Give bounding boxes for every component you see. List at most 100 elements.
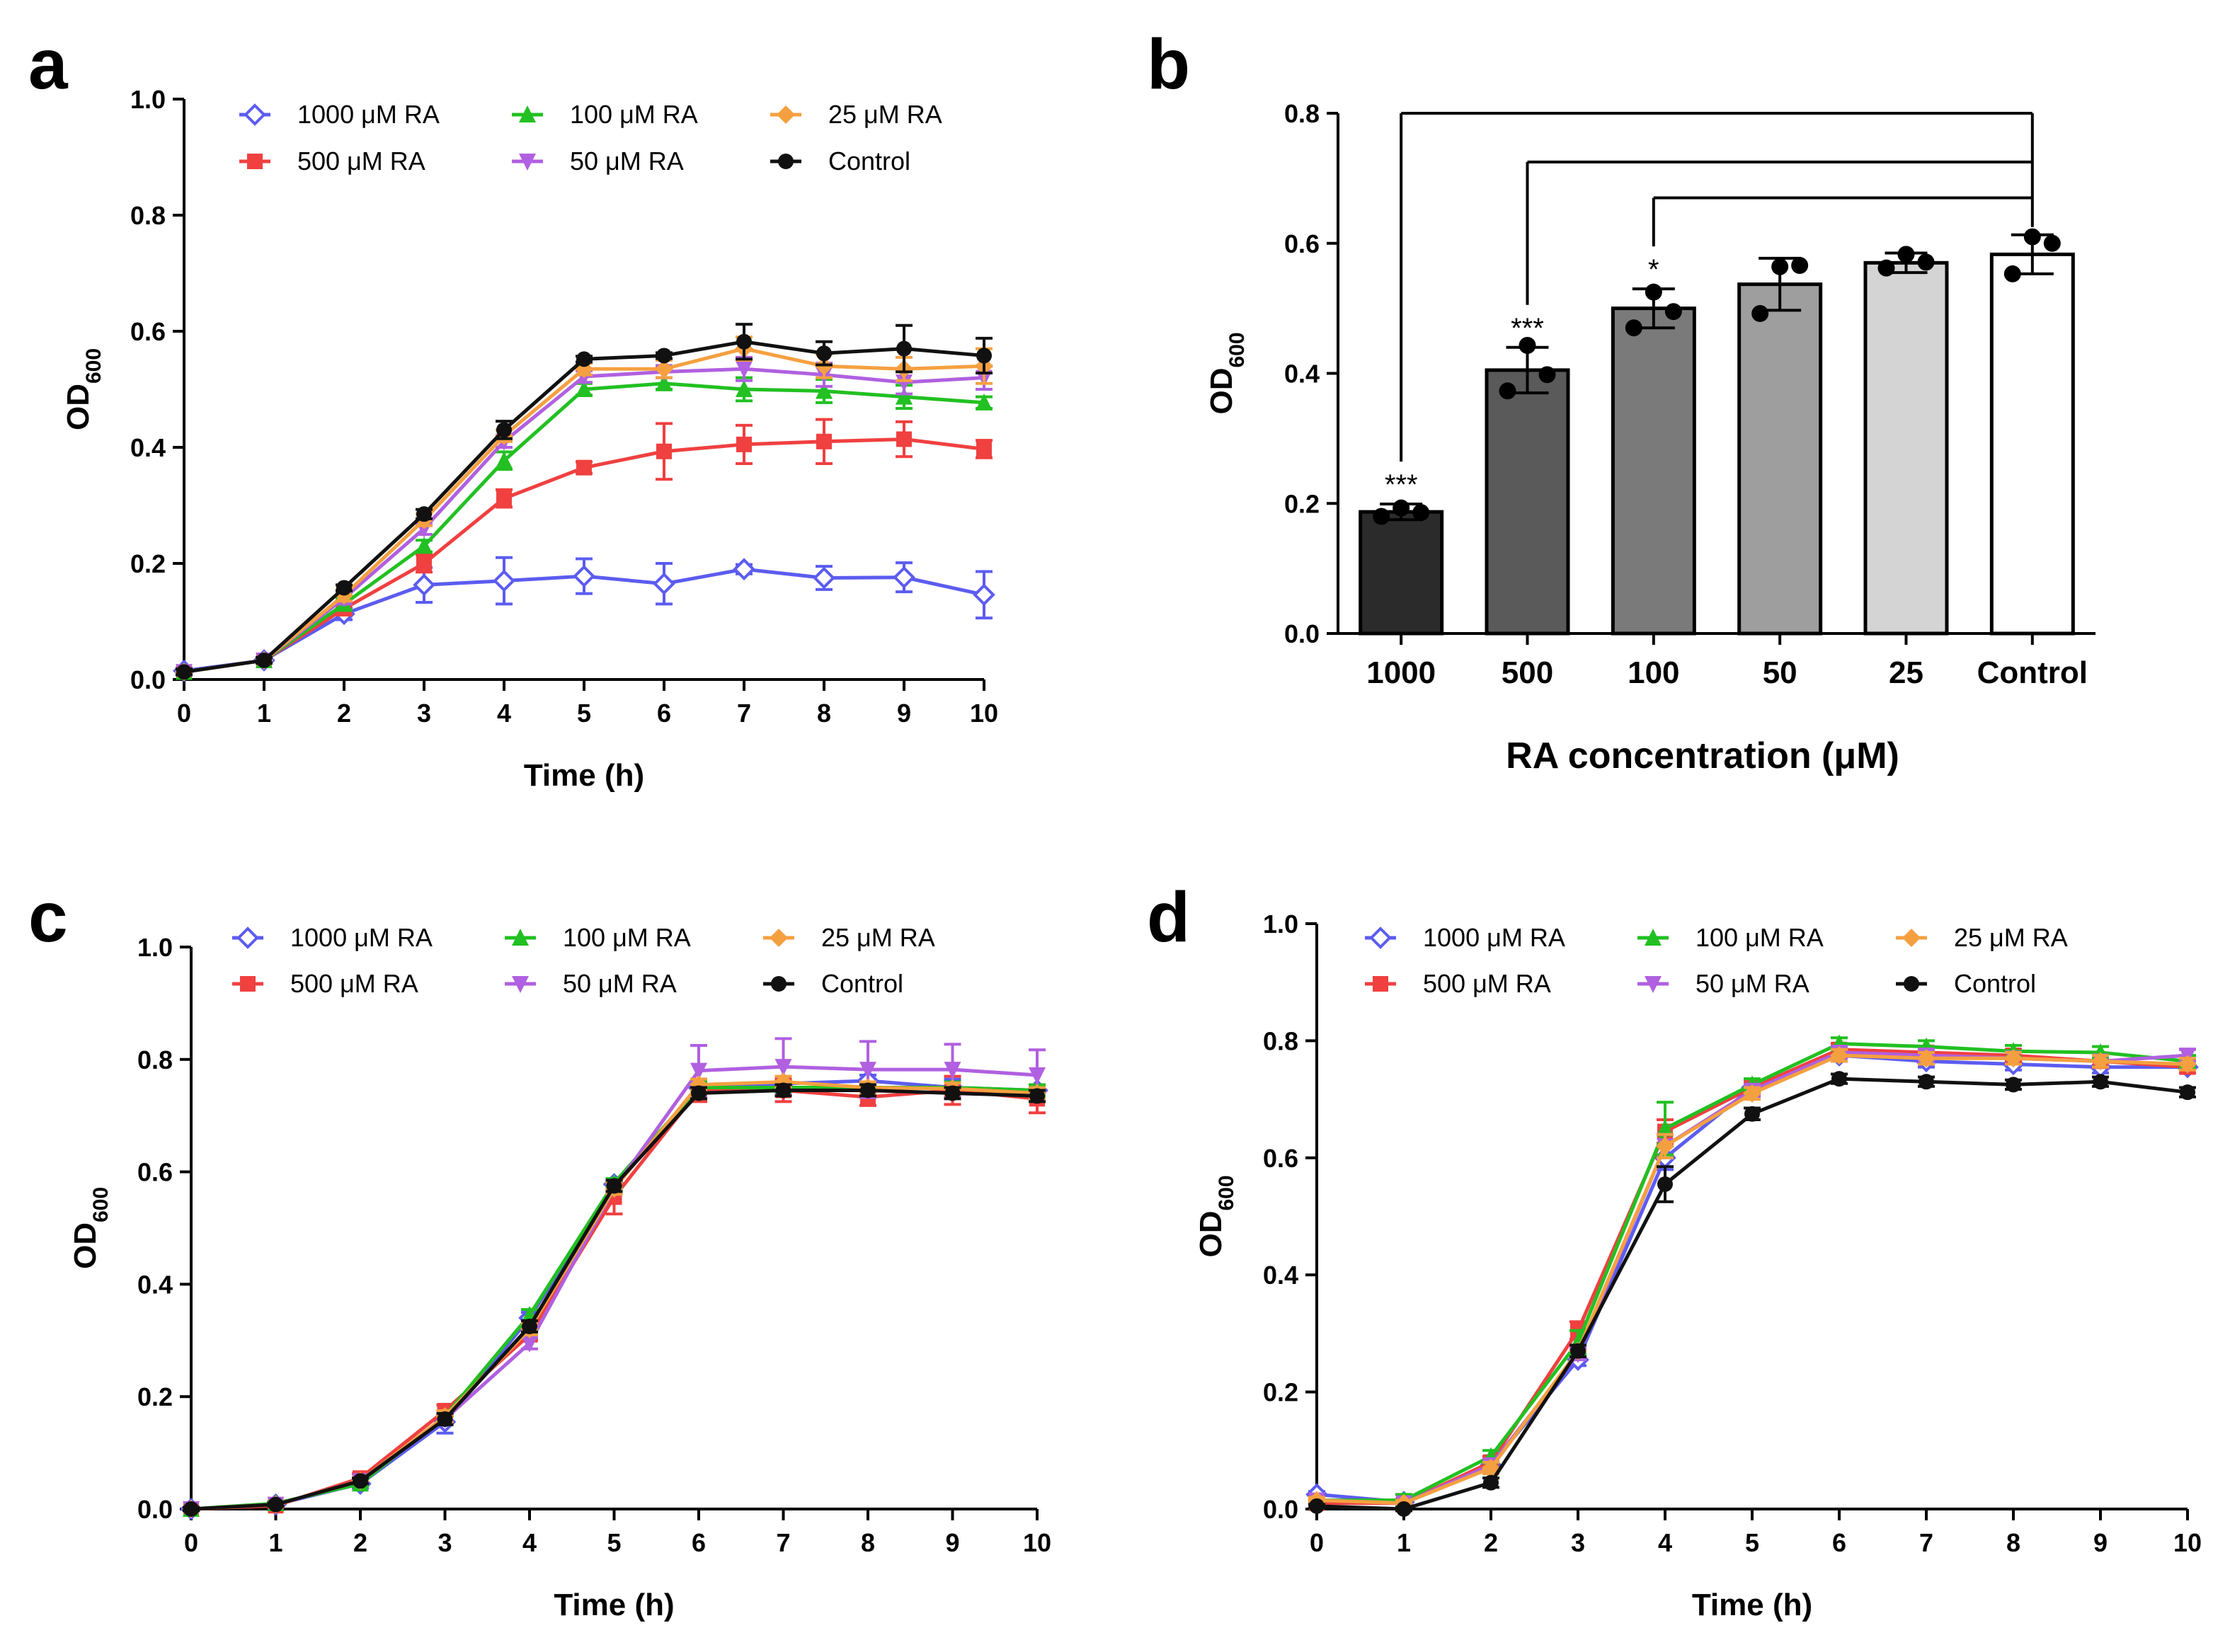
data-point [416,506,432,522]
legend-marker [1902,929,1921,947]
legend-marker [512,976,529,993]
x-tick-label: 25 [1889,655,1923,690]
data-point [493,569,515,592]
data-point [944,1085,961,1101]
replicate-point [1625,319,1642,337]
legend-marker [247,154,263,169]
series-line [1316,1053,2188,1504]
data-point [256,652,272,668]
legend-label: 50 μM RA [1696,969,1809,998]
legend-label: 50 μM RA [563,969,677,998]
x-tick-label: 10 [2173,1528,2202,1557]
y-tick-label: 1.0 [130,85,166,114]
y-axis-title: OD600 [1204,332,1249,414]
panel-d: d 0.0 0.2 0.4 0.6 0.8 1.0 0 1 2 3 4 5 6 7 8 9 10 Time (h) O… [1147,878,2202,1622]
data-point [656,348,672,364]
x-tick-label: 5 [607,1528,621,1557]
y-axis-title-main: OD [1194,1211,1228,1258]
replicate-point [2003,265,2021,282]
data-point [774,1059,792,1077]
data-point [976,348,992,364]
x-tick-label: 500 [1502,655,1553,690]
x-tick-label: 50 [1763,655,1797,690]
panel-a-letter: a [28,25,69,104]
replicate-point [1897,246,1915,263]
legend-marker [770,929,788,947]
data-point [576,351,592,367]
data-point [573,565,595,587]
x-tick-label: 4 [497,699,511,728]
data-point [1029,1088,1045,1104]
replicate-point [1664,303,1682,321]
data-point [1831,1071,1847,1087]
y-tick-label: 0.8 [1284,99,1320,128]
panel-c-letter: c [28,878,68,957]
data-point [1657,1119,1674,1137]
replicate-point [1751,304,1769,322]
data-point [775,1082,791,1099]
legend-marker [777,105,795,124]
bar [1359,510,1444,636]
replicate-point [1645,283,1662,301]
x-tick-label: 8 [861,1528,875,1557]
data-point [896,340,912,357]
data-point [2180,1084,2195,1101]
legend-label: 50 μM RA [570,147,684,176]
y-tick-label: 0.4 [137,1270,173,1299]
replicate-point [1393,499,1410,517]
data-point [1917,1049,1935,1068]
data-point [896,374,913,392]
legend-marker [1904,976,1919,992]
data-point [1309,1498,1325,1514]
series-1 [183,1074,1046,1517]
data-point [736,436,752,452]
x-tick-label: 100 [1628,655,1679,690]
replicate-point [1538,366,1556,384]
x-tick-label: 1000 [1366,655,1436,690]
data-point [1657,1176,1673,1193]
legend-label: 100 μM RA [570,100,698,129]
series-line [190,1080,1038,1511]
series-2 [183,1078,1046,1517]
y-tick-label: 0.8 [1263,1026,1298,1055]
data-point [1830,1046,1848,1065]
x-tick-label: 8 [2006,1528,2020,1557]
data-point [859,1062,876,1079]
data-point [496,451,513,469]
y-axis-title: OD600 [1194,1175,1238,1257]
legend: 1000 μM RA 500 μM RA 100 μM RA 50 μM RA 25 μ… [239,100,942,176]
x-tick-label: 4 [522,1528,537,1557]
bar [1611,306,1696,636]
y-tick-label: 0.6 [1263,1144,1298,1173]
y-tick-label: 0.0 [130,665,166,694]
data-point [1570,1343,1586,1359]
panel-c: c 0.0 0.2 0.4 0.6 0.8 1.0 0 1 2 3 4 5 6 7 8 9 10 Time (h) O… [28,878,1051,1622]
data-point [522,1318,537,1334]
data-point [690,1062,707,1080]
legend-label: 25 μM RA [821,923,935,952]
replicate-point [1519,336,1536,354]
series-4 [182,1072,1046,1518]
legend-marker [519,154,536,171]
y-tick-label: 0.8 [137,1045,173,1074]
x-tick-label: 1 [257,699,271,728]
data-point [416,537,433,554]
legend-marker [771,976,787,992]
x-tick-label: 6 [692,1528,706,1557]
data-point [353,1473,368,1489]
significance-label: * [1648,254,1659,285]
panel-b: b 0.0 0.2 0.4 0.6 0.8 1000 *** 500 *** 100 * 50 25 Con… [1147,25,2095,776]
data-point [656,443,672,459]
x-tick-label: 10 [1023,1528,1051,1557]
data-point [2178,1055,2197,1074]
legend-label: 25 μM RA [828,100,942,129]
x-tick-label: 3 [438,1528,452,1557]
data-point [655,360,673,379]
x-tick-label: Control [1977,655,2088,690]
y-axis-title: OD600 [61,348,105,430]
replicate-point [1373,507,1390,525]
data-point [268,1496,284,1513]
legend-label: 1000 μM RA [297,100,440,129]
x-tick-label: 0 [184,1528,198,1557]
data-point [733,558,755,581]
